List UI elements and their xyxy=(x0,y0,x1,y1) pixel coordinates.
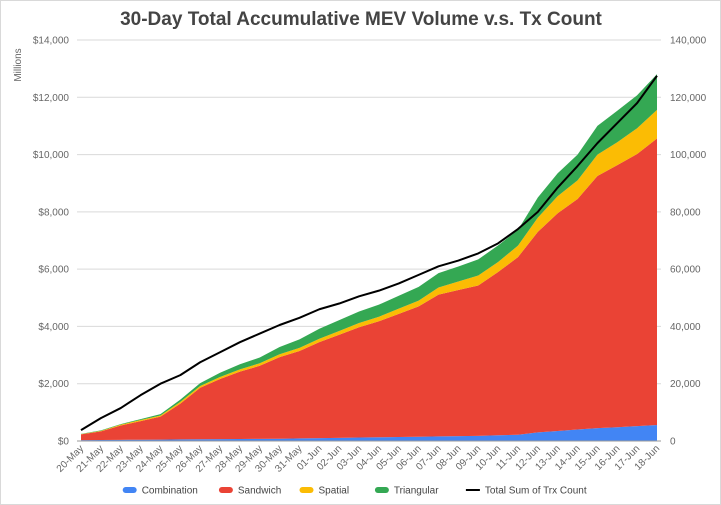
legend-label: Total Sum of Trx Count xyxy=(485,486,587,497)
y-axis-unit-label: Millions xyxy=(13,48,24,81)
y-left-tick-label: $8,000 xyxy=(38,207,69,218)
y-right-tick-label: 20,000 xyxy=(670,379,701,390)
legend-swatch xyxy=(218,487,233,493)
legend-swatch xyxy=(374,487,389,493)
area-sandwich xyxy=(81,138,657,441)
y-right-tick-label: 120,000 xyxy=(670,93,707,104)
legend-item-sandwich: Sandwich xyxy=(218,486,281,497)
stacked-areas xyxy=(81,74,657,441)
tx-count-line-layer xyxy=(80,75,658,431)
y-left-tick-label: $2,000 xyxy=(38,379,69,390)
y-left-tick-label: $10,000 xyxy=(33,150,70,161)
y-left-tick-label: $6,000 xyxy=(38,265,69,276)
legend-item-combination: Combination xyxy=(122,486,198,497)
y-right-tick-label: 0 xyxy=(670,437,676,448)
legend-swatch xyxy=(122,487,137,493)
chart-title: 30-Day Total Accumulative MEV Volume v.s… xyxy=(120,9,602,30)
y-left-tick-label: $4,000 xyxy=(38,322,69,333)
y-right-tick-label: 40,000 xyxy=(670,322,701,333)
legend: Combination Sandwich Spatial Triangular Tota… xyxy=(122,486,587,497)
y-left-tick-label: $14,000 xyxy=(33,36,70,47)
legend-label: Sandwich xyxy=(238,486,281,497)
legend-item-total-sum-of-trx-count: Total Sum of Trx Count xyxy=(465,486,587,497)
y-right-tick-label: 60,000 xyxy=(670,265,701,276)
y-right-tick-label: 140,000 xyxy=(670,36,707,47)
legend-label: Spatial xyxy=(319,486,350,497)
area-combination xyxy=(81,424,657,441)
y-left-tick-label: $0 xyxy=(58,437,70,448)
y-left-tick-label: $12,000 xyxy=(33,93,70,104)
y-right-tick-label: 100,000 xyxy=(670,150,707,161)
legend-label: Combination xyxy=(142,486,198,497)
legend-label: Triangular xyxy=(394,486,439,497)
legend-item-triangular: Triangular xyxy=(374,486,439,497)
legend-item-spatial: Spatial xyxy=(299,486,350,497)
y-right-tick-label: 80,000 xyxy=(670,207,701,218)
legend-swatch xyxy=(299,487,314,493)
line-total-sum-of-trx-count xyxy=(80,75,658,431)
